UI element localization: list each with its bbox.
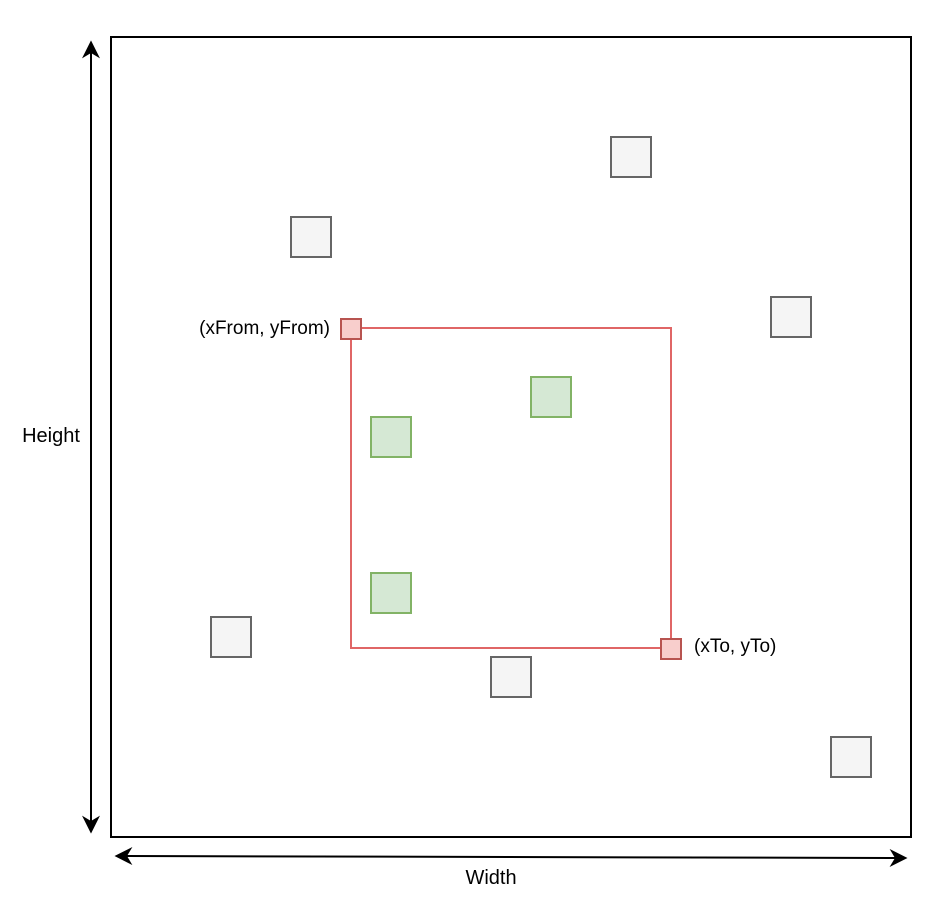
width-arrow xyxy=(114,847,908,867)
inside-point xyxy=(370,572,412,614)
from-corner-marker xyxy=(340,318,362,340)
to-corner-label: (xTo, yTo) xyxy=(694,636,776,657)
to-corner-marker xyxy=(660,638,682,660)
width-label: Width xyxy=(465,867,516,889)
outside-point xyxy=(610,136,652,178)
outside-point xyxy=(290,216,332,258)
canvas-area xyxy=(110,36,912,838)
outside-point xyxy=(770,296,812,338)
outside-point xyxy=(490,656,532,698)
from-corner-label: (xFrom, yFrom) xyxy=(199,318,330,339)
inside-point xyxy=(370,416,412,458)
selection-rectangle xyxy=(350,327,672,649)
inside-point xyxy=(530,376,572,418)
outside-point xyxy=(210,616,252,658)
height-label: Height xyxy=(22,425,80,447)
outside-point xyxy=(830,736,872,778)
